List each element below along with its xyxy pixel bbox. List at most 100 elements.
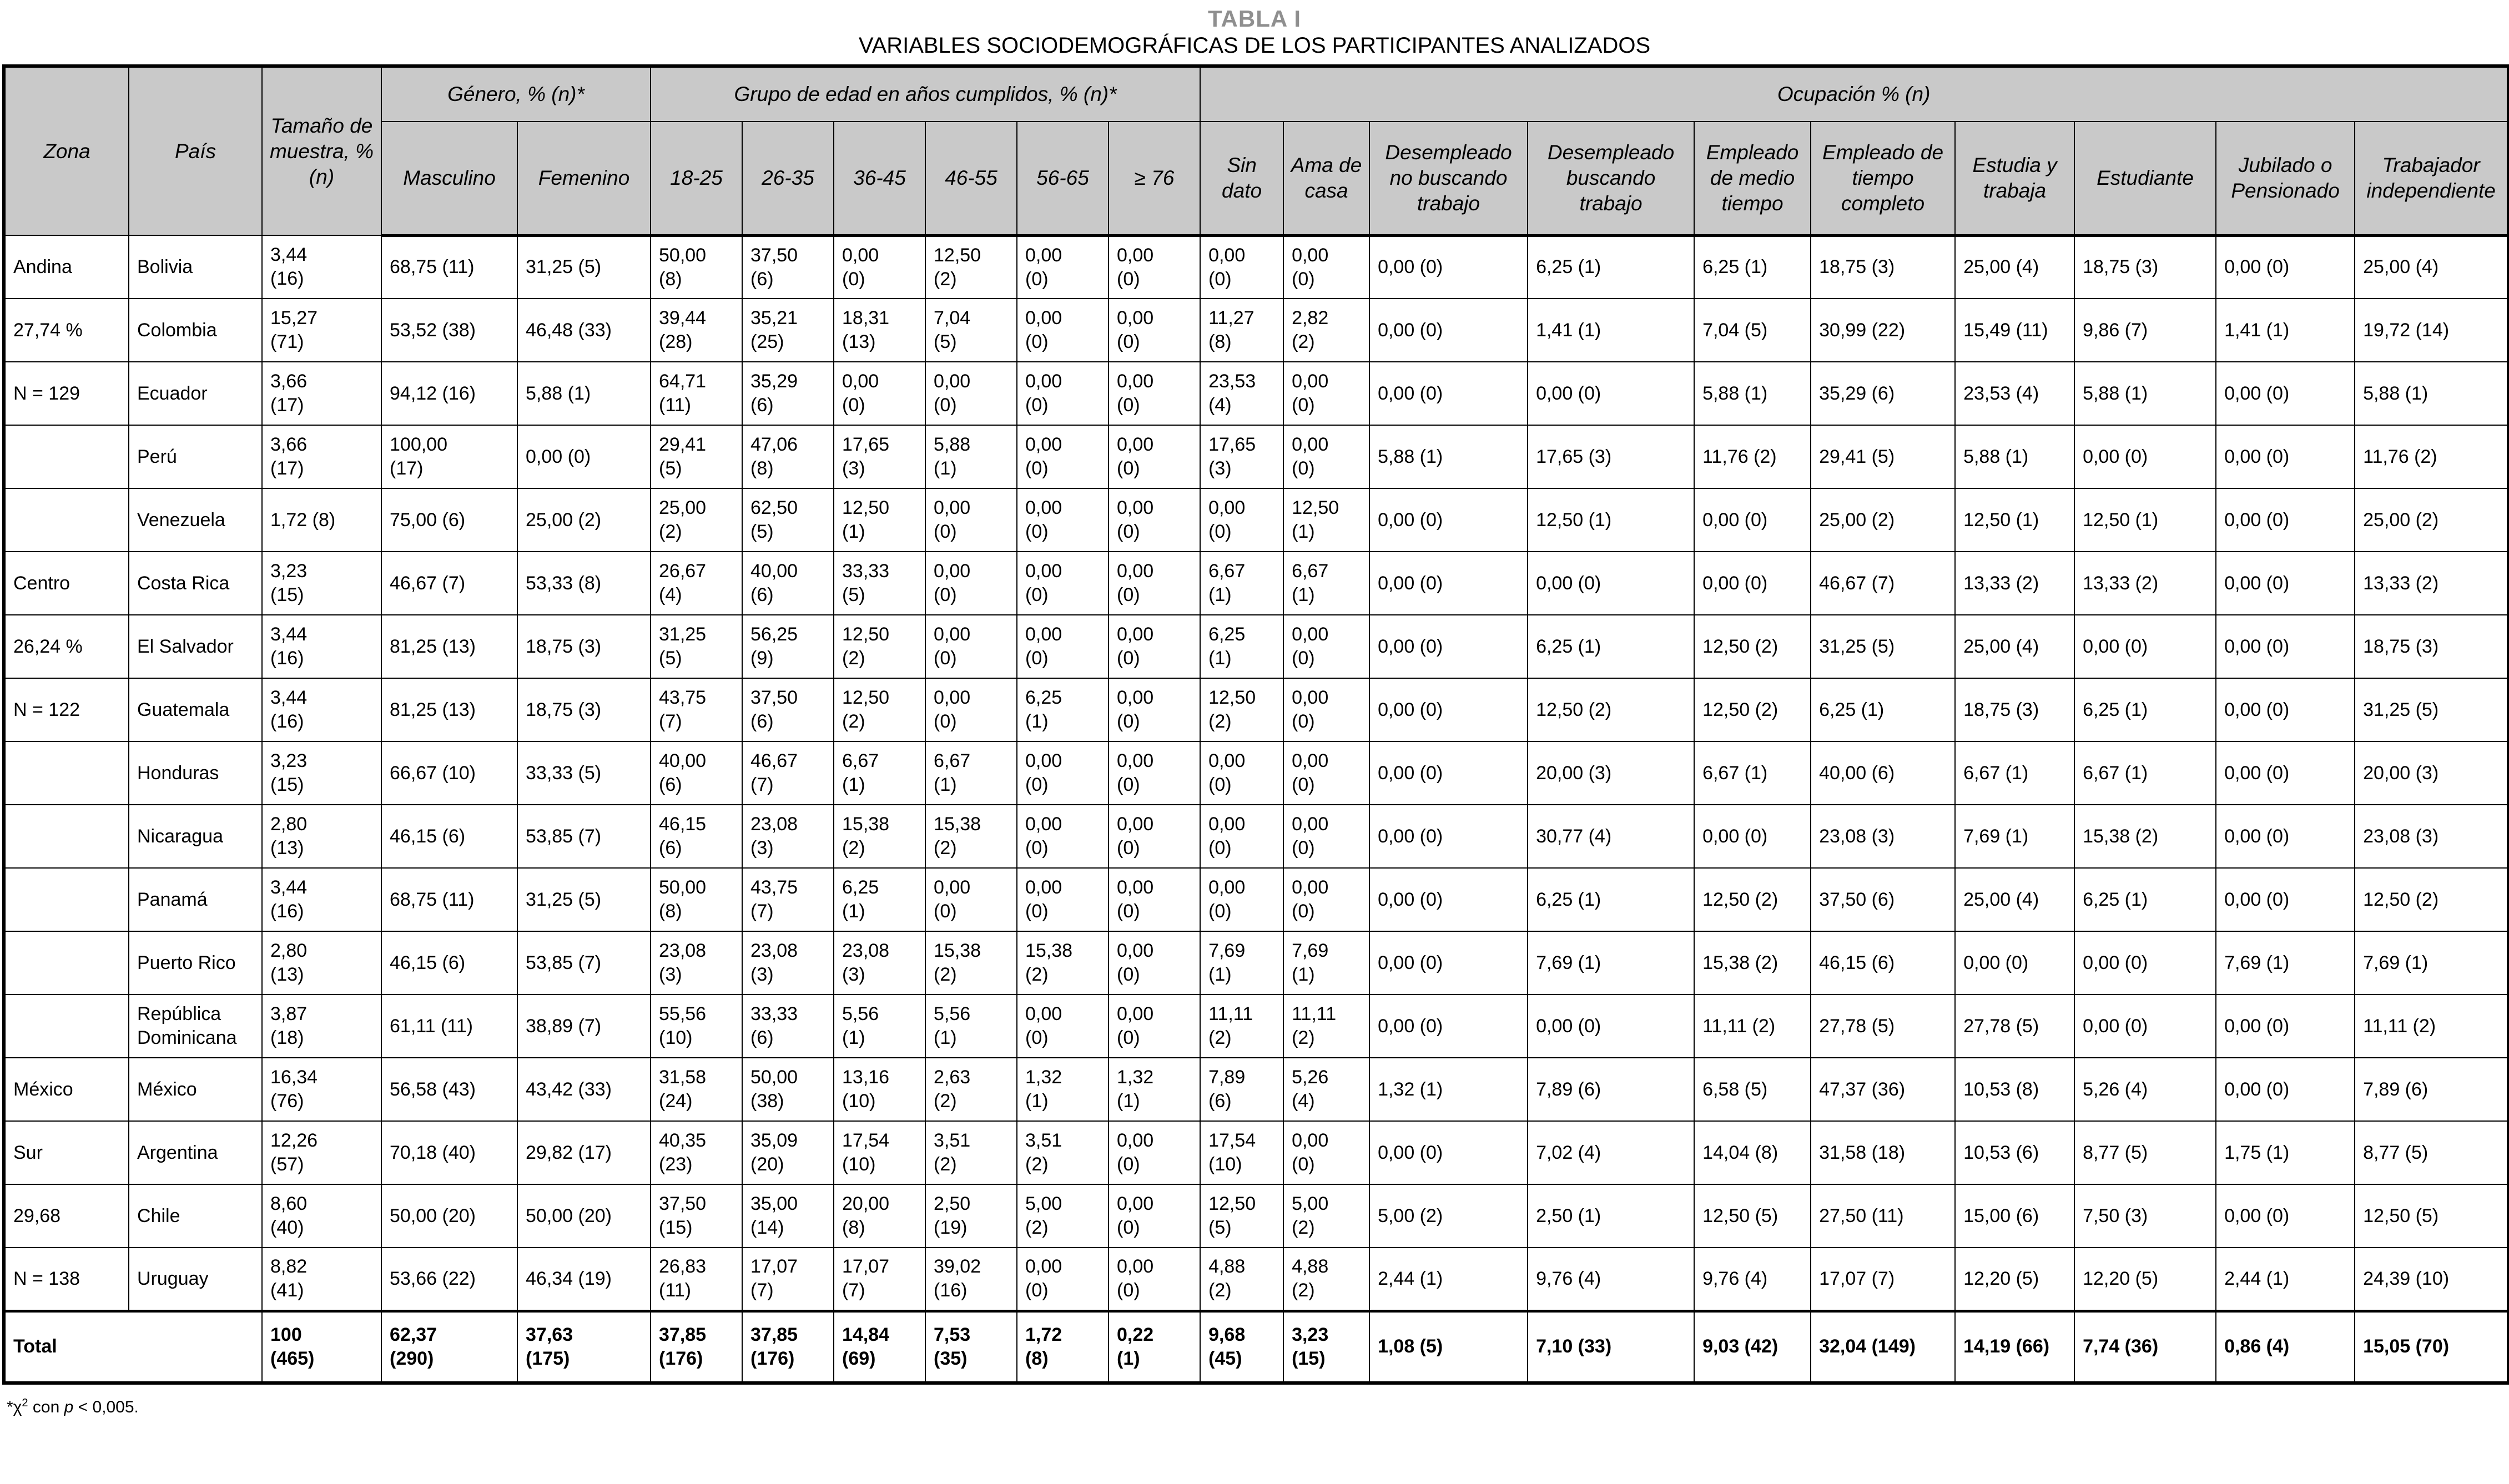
cell-estudia-y-trabaja: 15,00 (6) <box>1954 1184 2075 1248</box>
cell-edad-76: 0,00 (0) <box>1107 361 1201 426</box>
table-row: 26,24 % El Salvador 3,44 (16) 81,25 (13) 18,… <box>3 614 2509 679</box>
table-row: N = 138 Uruguay 8,82 (41) 53,66 (22) 46,34 (… <box>3 1247 2509 1311</box>
cell-ama-de-casa: 3,23 (15) <box>1283 1309 1371 1384</box>
pais-cell: Venezuela <box>128 488 263 552</box>
cell-jubilado-pensionado: 0,00 (0) <box>2215 488 2356 552</box>
cell-estudiante: 7,74 (36) <box>2074 1309 2217 1384</box>
footnote-text: con <box>28 1398 64 1416</box>
cell-edad-26-35: 50,00 (38) <box>742 1057 834 1122</box>
cell-desempleado-no-buscando: 0,00 (0) <box>1369 614 1529 679</box>
cell-empleado-tiempo-completo: 40,00 (6) <box>1810 741 1956 805</box>
cell-tamano: 3,44 (16) <box>261 235 382 299</box>
cell-edad-26-35: 37,85 (176) <box>742 1309 834 1384</box>
cell-trabajador-independiente: 12,50 (5) <box>2354 1184 2509 1248</box>
cell-edad-76: 0,00 (0) <box>1107 1247 1201 1311</box>
cell-desempleado-no-buscando: 1,32 (1) <box>1369 1057 1529 1122</box>
cell-edad-46-55: 0,00 (0) <box>925 867 1017 932</box>
cell-edad-36-45: 6,67 (1) <box>833 741 926 805</box>
cell-edad-36-45: 12,50 (2) <box>833 678 926 742</box>
cell-desempleado-buscando: 0,00 (0) <box>1527 361 1695 426</box>
cell-desempleado-buscando: 17,65 (3) <box>1527 425 1695 489</box>
cell-edad-18-25: 64,71 (11) <box>650 361 743 426</box>
cell-edad-56-65: 15,38 (2) <box>1016 931 1109 995</box>
cell-desempleado-buscando: 0,00 (0) <box>1527 994 1695 1058</box>
table-title: VARIABLES SOCIODEMOGRÁFICAS DE LOS PARTI… <box>858 33 1651 58</box>
cell-estudia-y-trabaja: 13,33 (2) <box>1954 551 2075 615</box>
cell-estudiante: 12,50 (1) <box>2074 488 2217 552</box>
zona-cell <box>3 994 129 1058</box>
cell-trabajador-independiente: 5,88 (1) <box>2354 361 2509 426</box>
cell-estudiante: 8,77 (5) <box>2074 1120 2217 1185</box>
col-header-empleado-medio-tiempo: Empleado de medio tiempo <box>1694 121 1812 237</box>
cell-desempleado-buscando: 2,50 (1) <box>1527 1184 1695 1248</box>
cell-sin-dato: 17,65 (3) <box>1200 425 1284 489</box>
cell-edad-56-65: 0,00 (0) <box>1016 1247 1109 1311</box>
col-header-empleado-tiempo-completo: Empleado de tiempo completo <box>1810 121 1956 237</box>
cell-ama-de-casa: 0,00 (0) <box>1283 235 1371 299</box>
cell-edad-46-55: 0,00 (0) <box>925 361 1017 426</box>
table-number-title: TABLA I <box>1208 6 1301 32</box>
cell-desempleado-buscando: 7,02 (4) <box>1527 1120 1695 1185</box>
cell-sin-dato: 0,00 (0) <box>1200 867 1284 932</box>
cell-trabajador-independiente: 18,75 (3) <box>2354 614 2509 679</box>
cell-trabajador-independiente: 12,50 (2) <box>2354 867 2509 932</box>
cell-trabajador-independiente: 8,77 (5) <box>2354 1120 2509 1185</box>
cell-edad-36-45: 14,84 (69) <box>833 1309 926 1384</box>
cell-edad-56-65: 1,72 (8) <box>1016 1309 1109 1384</box>
cell-jubilado-pensionado: 0,00 (0) <box>2215 994 2356 1058</box>
pais-cell: Puerto Rico <box>128 931 263 995</box>
cell-masculino: 62,37 (290) <box>381 1309 518 1384</box>
cell-trabajador-independiente: 24,39 (10) <box>2354 1247 2509 1311</box>
cell-masculino: 46,15 (6) <box>381 931 518 995</box>
col-header-edad-76: ≥ 76 <box>1107 121 1201 237</box>
cell-edad-56-65: 0,00 (0) <box>1016 614 1109 679</box>
cell-masculino: 53,52 (38) <box>381 298 518 362</box>
cell-edad-56-65: 0,00 (0) <box>1016 235 1109 299</box>
cell-edad-56-65: 0,00 (0) <box>1016 741 1109 805</box>
cell-femenino: 18,75 (3) <box>517 678 651 742</box>
cell-estudia-y-trabaja: 6,67 (1) <box>1954 741 2075 805</box>
cell-femenino: 53,85 (7) <box>517 804 651 869</box>
cell-desempleado-no-buscando: 0,00 (0) <box>1369 994 1529 1058</box>
cell-estudiante: 18,75 (3) <box>2074 235 2217 299</box>
table-row: Venezuela 1,72 (8) 75,00 (6) 25,00 (2) 25,00… <box>3 488 2509 552</box>
table-row: Andina Bolivia 3,44 (16) 68,75 (11) 31,25 (5… <box>3 235 2509 299</box>
cell-edad-76: 0,00 (0) <box>1107 488 1201 552</box>
cell-edad-56-65: 3,51 (2) <box>1016 1120 1109 1185</box>
cell-femenino: 53,33 (8) <box>517 551 651 615</box>
cell-edad-76: 1,32 (1) <box>1107 1057 1201 1122</box>
cell-edad-26-35: 35,09 (20) <box>742 1120 834 1185</box>
cell-estudia-y-trabaja: 14,19 (66) <box>1954 1309 2075 1384</box>
cell-estudia-y-trabaja: 27,78 (5) <box>1954 994 2075 1058</box>
cell-edad-18-25: 50,00 (8) <box>650 235 743 299</box>
cell-desempleado-buscando: 12,50 (2) <box>1527 678 1695 742</box>
cell-trabajador-independiente: 19,72 (14) <box>2354 298 2509 362</box>
cell-empleado-tiempo-completo: 47,37 (36) <box>1810 1057 1956 1122</box>
cell-edad-36-45: 0,00 (0) <box>833 361 926 426</box>
cell-edad-36-45: 6,25 (1) <box>833 867 926 932</box>
cell-sin-dato: 7,69 (1) <box>1200 931 1284 995</box>
zona-cell <box>3 741 129 805</box>
group-header-ocupacion: Ocupación % (n) <box>1200 65 2509 122</box>
cell-tamano: 3,44 (16) <box>261 678 382 742</box>
cell-jubilado-pensionado: 0,00 (0) <box>2215 741 2356 805</box>
cell-femenino: 33,33 (5) <box>517 741 651 805</box>
cell-femenino: 29,82 (17) <box>517 1120 651 1185</box>
cell-edad-18-25: 37,50 (15) <box>650 1184 743 1248</box>
table-row: N = 129 Ecuador 3,66 (17) 94,12 (16) 5,88 (1… <box>3 361 2509 426</box>
cell-edad-76: 0,00 (0) <box>1107 867 1201 932</box>
cell-ama-de-casa: 0,00 (0) <box>1283 1120 1371 1185</box>
cell-masculino: 68,75 (11) <box>381 867 518 932</box>
group-header-genero: Género, % (n)* <box>381 65 651 122</box>
cell-edad-36-45: 23,08 (3) <box>833 931 926 995</box>
cell-desempleado-buscando: 0,00 (0) <box>1527 551 1695 615</box>
cell-sin-dato: 6,67 (1) <box>1200 551 1284 615</box>
cell-edad-26-35: 46,67 (7) <box>742 741 834 805</box>
table-row: Puerto Rico 2,80 (13) 46,15 (6) 53,85 (7) 23… <box>3 931 2509 995</box>
cell-femenino: 43,42 (33) <box>517 1057 651 1122</box>
cell-empleado-medio-tiempo: 11,11 (2) <box>1694 994 1812 1058</box>
cell-edad-46-55: 6,67 (1) <box>925 741 1017 805</box>
cell-edad-26-35: 37,50 (6) <box>742 235 834 299</box>
cell-edad-76: 0,00 (0) <box>1107 235 1201 299</box>
table-row: República Dominicana 3,87 (18) 61,11 (11) 3… <box>3 994 2509 1058</box>
